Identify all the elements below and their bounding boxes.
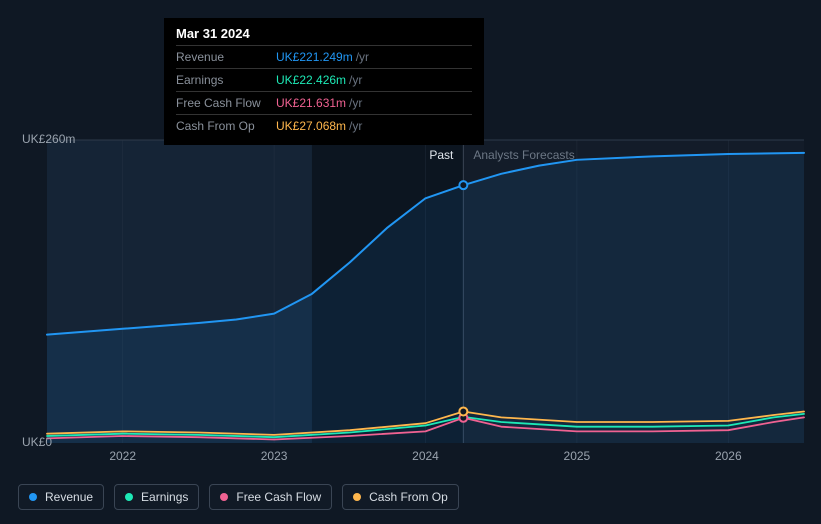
legend-item[interactable]: Cash From Op: [342, 484, 459, 510]
tooltip-row: Free Cash FlowUK£21.631m/yr: [176, 91, 472, 114]
past-region-label: Past: [429, 148, 453, 162]
tooltip-row-value: UK£221.249m: [276, 48, 353, 66]
x-axis-label: 2026: [715, 449, 742, 463]
legend-item[interactable]: Earnings: [114, 484, 199, 510]
chart-tooltip: Mar 31 2024 RevenueUK£221.249m/yrEarning…: [164, 18, 484, 145]
tooltip-row-unit: /yr: [349, 94, 362, 112]
legend-swatch-icon: [353, 493, 361, 501]
legend-item-label: Revenue: [45, 490, 93, 504]
tooltip-row-value: UK£27.068m: [276, 117, 346, 135]
x-axis-label: 2022: [109, 449, 136, 463]
x-axis-label: 2023: [261, 449, 288, 463]
legend-item[interactable]: Free Cash Flow: [209, 484, 332, 510]
y-axis-label: UK£260m: [22, 132, 75, 146]
legend-item[interactable]: Revenue: [18, 484, 104, 510]
legend-swatch-icon: [220, 493, 228, 501]
tooltip-row-label: Revenue: [176, 48, 276, 66]
tooltip-row: Cash From OpUK£27.068m/yr: [176, 114, 472, 137]
tooltip-row-value: UK£22.426m: [276, 71, 346, 89]
tooltip-row: EarningsUK£22.426m/yr: [176, 68, 472, 91]
tooltip-row-unit: /yr: [356, 48, 369, 66]
tooltip-row-label: Cash From Op: [176, 117, 276, 135]
legend-item-label: Free Cash Flow: [236, 490, 321, 504]
tooltip-row-unit: /yr: [349, 117, 362, 135]
x-axis-label: 2024: [412, 449, 439, 463]
tooltip-row-value: UK£21.631m: [276, 94, 346, 112]
y-axis-label: UK£0: [22, 435, 52, 449]
x-axis-label: 2025: [564, 449, 591, 463]
chart-legend: Revenue Earnings Free Cash Flow Cash From O…: [18, 484, 459, 510]
tooltip-date: Mar 31 2024: [176, 26, 472, 41]
legend-swatch-icon: [125, 493, 133, 501]
tooltip-row-label: Free Cash Flow: [176, 94, 276, 112]
legend-swatch-icon: [29, 493, 37, 501]
legend-item-label: Earnings: [141, 490, 188, 504]
tooltip-row-unit: /yr: [349, 71, 362, 89]
financial-chart: Mar 31 2024 RevenueUK£221.249m/yrEarning…: [0, 0, 821, 524]
tooltip-row-label: Earnings: [176, 71, 276, 89]
forecast-region-label: Analysts Forecasts: [473, 148, 574, 162]
legend-item-label: Cash From Op: [369, 490, 448, 504]
tooltip-row: RevenueUK£221.249m/yr: [176, 45, 472, 68]
